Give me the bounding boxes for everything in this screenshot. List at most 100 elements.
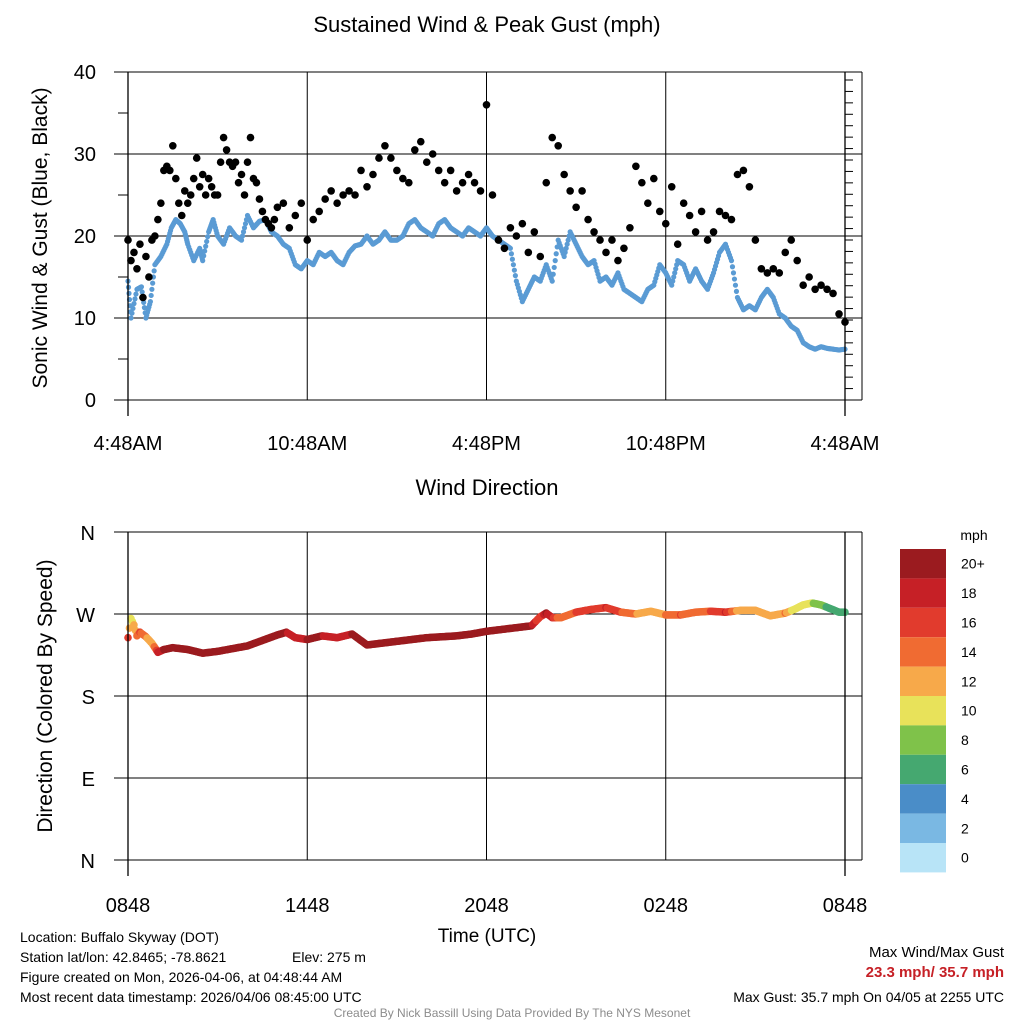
gust-point [440,178,449,187]
colorbar-label: 2 [961,820,969,836]
gust-point [446,166,455,175]
gust-point [805,273,813,281]
gust-point [829,289,837,298]
colorbar-swatch [900,754,946,785]
gust-point [697,207,706,216]
figure-created: Figure created on Mon, 2026-04-06, at 04… [20,969,343,985]
gust-point [333,199,341,207]
gust-point [357,166,365,175]
sustained-wind-point [200,258,206,264]
gust-point [596,236,604,244]
gust-point [578,187,586,195]
gust-point [518,219,527,228]
gust-point [745,183,754,191]
peak-gust-series [124,101,849,326]
colorbar-swatch [900,578,946,608]
sustained-wind-point [671,274,677,280]
gust-point [222,146,231,154]
colorbar-label: 12 [961,673,977,689]
sustained-wind-point [669,282,675,288]
gust-point [482,101,491,109]
sustained-wind-point [729,264,736,270]
colorbar-label: 16 [961,615,977,631]
colorbar-title: mph [960,527,987,543]
gust-point [145,273,153,281]
gust-point [213,191,222,199]
colorbar-label: 0 [961,850,969,866]
y-tick-label: N [81,851,95,873]
gust-point [204,174,213,183]
gust-point [763,269,772,277]
gust-point [727,215,736,224]
sustained-wind-point [126,290,132,296]
sustained-wind-point [147,299,154,305]
sustained-wind-point [672,270,678,276]
gust-point [237,170,246,179]
gust-point [685,211,694,220]
gust-point [136,240,144,248]
sustained-wind-point [553,251,559,257]
gust-point [363,183,371,191]
station-latlon: Station lat/lon: 42.8465; -78.8621 [20,949,227,965]
sustained-wind-point [133,291,139,297]
gust-point [387,154,395,162]
gust-point [638,178,646,187]
gust-point [542,178,551,187]
gust-point [315,207,324,216]
sustained-wind-point [561,253,567,260]
x-tick-label: 1448 [285,895,330,917]
x-tick-label: 0848 [823,895,868,917]
wind-gust-chart: Sustained Wind & Peak Gust (mph) Sonic W… [29,12,879,455]
gust-point [644,199,652,207]
x-tick-label: 10:48AM [267,433,347,455]
gust-point [602,248,610,257]
station-elevation: Elev: 275 m [292,949,366,965]
max-wind-values: 23.3 mph/ 35.7 mph [865,964,1004,981]
gust-point [216,158,225,166]
gust-point [835,310,843,318]
gust-point [632,162,640,171]
gust-point [769,265,778,273]
gust-point [470,178,479,187]
gust-point [166,166,174,175]
sustained-wind-point [129,310,135,316]
gust-point [291,211,300,220]
tick-labels: N E S W N 0848 1448 2048 0248 0848 [76,523,867,917]
tick-labels: 0 10 20 30 40 4:48AM 10:48AM 4:48PM 10:48PM 4:48A… [74,62,880,455]
gust-point [434,166,443,175]
sustained-wind-point [551,264,557,271]
sustained-wind-point [510,262,516,268]
colorbar-swatch [900,637,946,667]
x-tick-label: 10:48PM [626,433,706,455]
gust-point [464,170,473,179]
colorbar-swatch [900,696,946,726]
y-axis-label: Sonic Wind & Gust (Blue, Black) [29,87,52,388]
y-tick-label: S [82,687,95,709]
x-tick-label: 4:48AM [811,433,880,455]
gust-point [142,252,150,261]
x-axis-label: Time (UTC) [438,926,537,947]
sustained-wind-point [151,268,157,274]
sustained-wind-point [202,248,208,254]
grid [114,531,862,861]
sustained-wind-point [204,238,210,245]
gust-point [375,154,383,162]
sustained-wind-point [673,266,679,272]
y-tick-label: 0 [85,390,96,412]
gust-point [180,187,189,195]
sustained-wind-point [242,221,249,227]
gust-point [186,191,195,199]
sustained-wind-point [552,258,558,264]
gust-point [655,207,664,216]
sustained-wind-point [565,237,571,243]
gust-point [201,191,210,199]
sustained-wind-point [508,251,514,257]
gust-point [560,170,568,179]
gust-point [691,228,700,236]
sustained-wind-point [203,243,209,249]
sustained-wind-point [132,296,138,302]
axes [118,71,863,416]
gust-point [667,183,676,191]
gust-point [246,133,255,142]
gust-point [548,133,557,142]
